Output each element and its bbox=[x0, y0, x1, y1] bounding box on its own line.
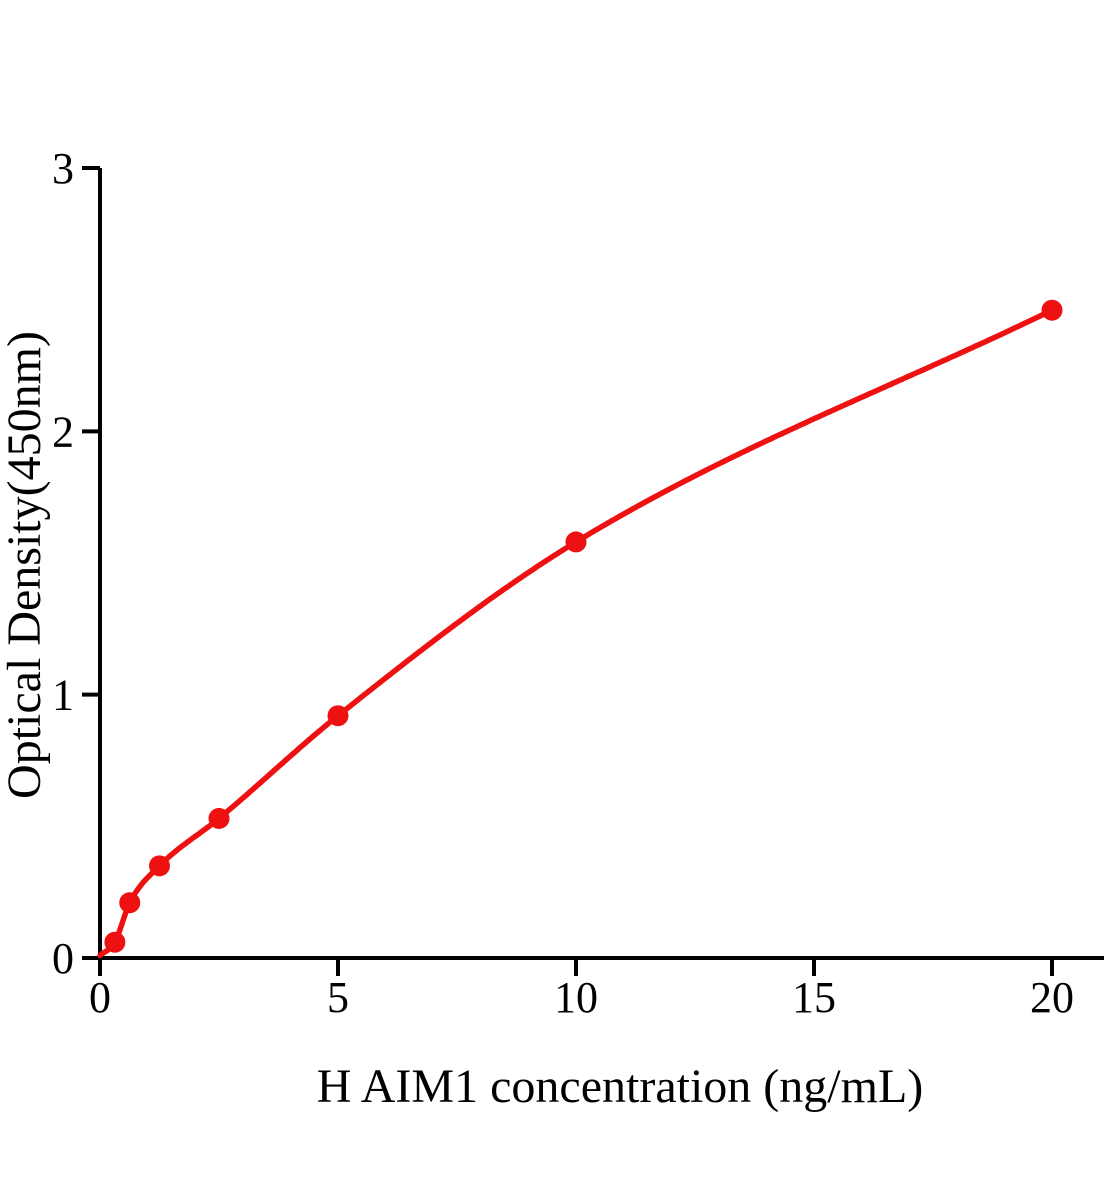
axis-titles: H AIM1 concentration (ng/mL) Optical Den… bbox=[0, 331, 923, 1113]
y-tick-label: 1 bbox=[52, 671, 74, 720]
y-tick-label: 2 bbox=[52, 407, 74, 456]
y-tick-label: 3 bbox=[52, 144, 74, 193]
x-tick-label: 0 bbox=[89, 973, 111, 1022]
y-tick-label: 0 bbox=[52, 934, 74, 983]
x-tick-label: 15 bbox=[792, 973, 836, 1022]
data-point bbox=[104, 931, 126, 953]
x-tick-label: 10 bbox=[554, 973, 598, 1022]
data-point bbox=[327, 705, 349, 727]
data-point bbox=[208, 807, 230, 829]
data-point bbox=[149, 855, 170, 877]
x-tick-label: 5 bbox=[327, 973, 349, 1022]
data-point bbox=[119, 892, 141, 914]
y-axis-title: Optical Density(450nm) bbox=[0, 331, 51, 799]
data-point bbox=[1041, 299, 1063, 321]
x-axis-title: H AIM1 concentration (ng/mL) bbox=[317, 1060, 924, 1113]
fit-curve bbox=[97, 307, 1055, 959]
data-point bbox=[565, 531, 587, 553]
x-tick-label: 20 bbox=[1030, 973, 1074, 1022]
